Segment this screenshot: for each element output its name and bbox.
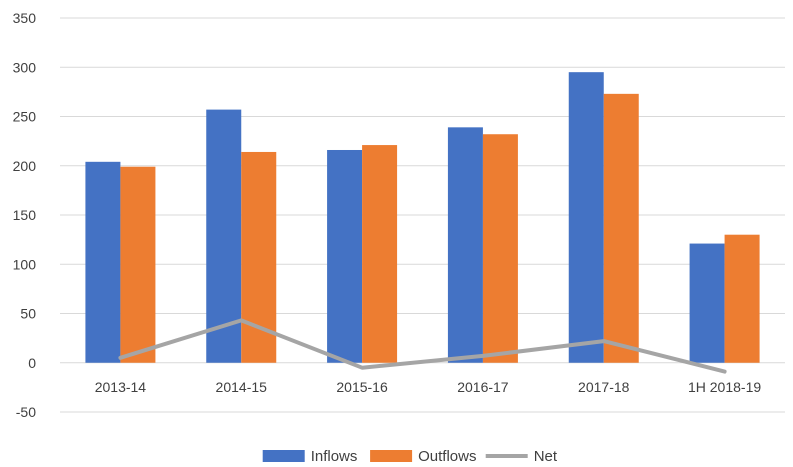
x-axis-tick-labels: 2013-14 2014-15 2015-16 2016-17 2017-18 1H 20… <box>95 379 762 395</box>
x-tick-label: 1H 2018-19 <box>688 379 761 395</box>
x-tick-label: 2013-14 <box>95 379 147 395</box>
net-line-series <box>118 318 727 374</box>
gridlines <box>60 17 785 413</box>
y-tick-label: 150 <box>13 207 37 223</box>
legend-label-inflows: Inflows <box>311 448 358 465</box>
bar-inflows <box>85 161 121 363</box>
y-tick-label: 100 <box>13 256 37 272</box>
bar-inflows <box>568 72 604 363</box>
bar-outflows <box>362 145 398 363</box>
y-tick-label: 300 <box>13 59 37 75</box>
legend-swatch-outflows <box>370 450 413 462</box>
bar-outflows <box>482 134 518 363</box>
legend-swatch-inflows <box>262 450 305 462</box>
legend-label-net: Net <box>534 448 558 465</box>
y-tick-label: 350 <box>13 10 37 26</box>
y-tick-label: 200 <box>13 158 37 174</box>
x-tick-label: 2014-15 <box>216 379 268 395</box>
y-tick-label: 0 <box>28 355 36 371</box>
bar-outflows <box>724 234 760 363</box>
x-tick-label: 2017-18 <box>578 379 630 395</box>
bar-inflows <box>327 149 363 363</box>
y-tick-label: 50 <box>20 306 36 322</box>
bar-inflows <box>447 127 483 363</box>
bar-outflows <box>603 93 639 363</box>
bar-outflows <box>120 166 156 363</box>
legend: Inflows Outflows Net <box>262 448 558 465</box>
line-net <box>118 318 727 374</box>
y-tick-label: -50 <box>16 404 36 420</box>
legend-label-outflows: Outflows <box>418 448 476 465</box>
y-axis-tick-labels: -50 0 50 100 150 200 250 300 350 <box>13 10 37 420</box>
x-tick-label: 2016-17 <box>457 379 509 395</box>
bar-inflows <box>689 243 725 363</box>
bars <box>85 72 760 363</box>
x-tick-label: 2015-16 <box>336 379 388 395</box>
y-tick-label: 250 <box>13 109 37 125</box>
